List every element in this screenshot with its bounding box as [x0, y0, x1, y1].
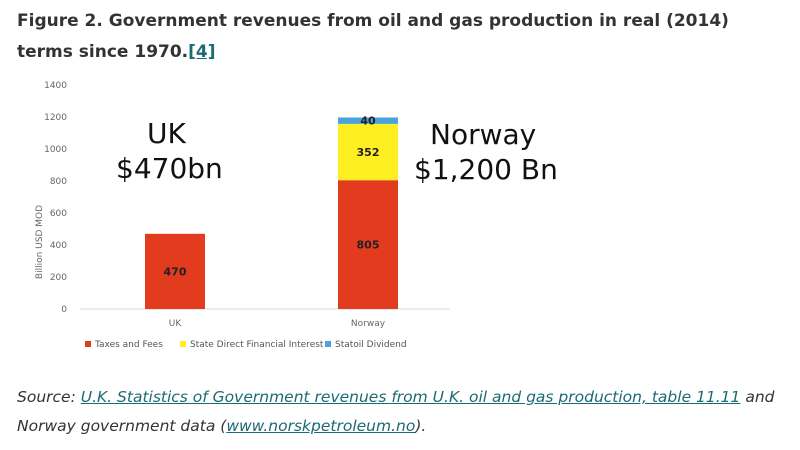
y-tick-label: 400: [50, 241, 67, 251]
y-tick-label: 600: [50, 209, 67, 219]
x-tick-label: Norway: [351, 319, 386, 329]
legend-swatch: [325, 341, 331, 347]
bars-group: 470 805 352 40: [145, 115, 398, 309]
stacked-bar-chart: 0 200 400 600 800 1000 1200 1400 Billion USD MO…: [35, 81, 450, 350]
x-tick-label: UK: [169, 319, 183, 329]
y-axis-label: Billion USD MOD: [35, 205, 45, 279]
y-tick-label: 800: [50, 177, 67, 187]
y-tick-label: 200: [50, 273, 67, 283]
bar-segment: [338, 123, 398, 181]
source-prefix: Source:: [17, 388, 81, 406]
legend-swatch: [85, 341, 91, 347]
source-suffix: ).: [415, 417, 427, 435]
uk-annotation-name: UK: [147, 117, 186, 150]
uk-statistics-link[interactable]: U.K. Statistics of Government revenues f…: [80, 388, 741, 406]
norway-annotation-total: $1,200 Bn: [414, 153, 558, 186]
legend-label: State Direct Financial Interest: [190, 340, 324, 350]
caption-text: Figure 2. Government revenues from oil a…: [17, 11, 729, 62]
bar-segment: [145, 233, 205, 309]
y-tick-label: 1400: [44, 81, 67, 91]
legend-label: Taxes and Fees: [94, 340, 163, 350]
y-tick-label: 0: [61, 305, 67, 315]
reference-link[interactable]: [4]: [188, 42, 216, 62]
norway-annotation-name: Norway: [430, 118, 537, 151]
uk-annotation-total: $470bn: [116, 152, 223, 185]
legend-swatch: [180, 341, 186, 347]
y-tick-label: 1200: [44, 113, 67, 123]
bar-data-label: 805: [357, 239, 380, 252]
figure-caption: Figure 2. Government revenues from oil a…: [17, 6, 787, 68]
y-tick-label: 1000: [44, 145, 67, 155]
bar-data-label: 470: [164, 265, 187, 278]
source-note: Source: U.K. Statistics of Government re…: [17, 383, 787, 441]
x-axis: UK Norway: [169, 319, 386, 329]
bar-segment: [338, 180, 398, 309]
bar-data-label: 352: [357, 146, 380, 159]
source-middle: and Norway government data (: [17, 388, 775, 435]
y-axis: 0 200 400 600 800 1000 1200 1400: [44, 81, 67, 315]
bar-data-label: 40: [360, 115, 376, 128]
norskpetroleum-link[interactable]: www.norskpetroleum.no: [226, 417, 416, 435]
bar-segment: [338, 117, 398, 124]
legend: Taxes and Fees State Direct Financial Int…: [85, 340, 407, 350]
legend-label: Statoil Dividend: [335, 340, 407, 350]
